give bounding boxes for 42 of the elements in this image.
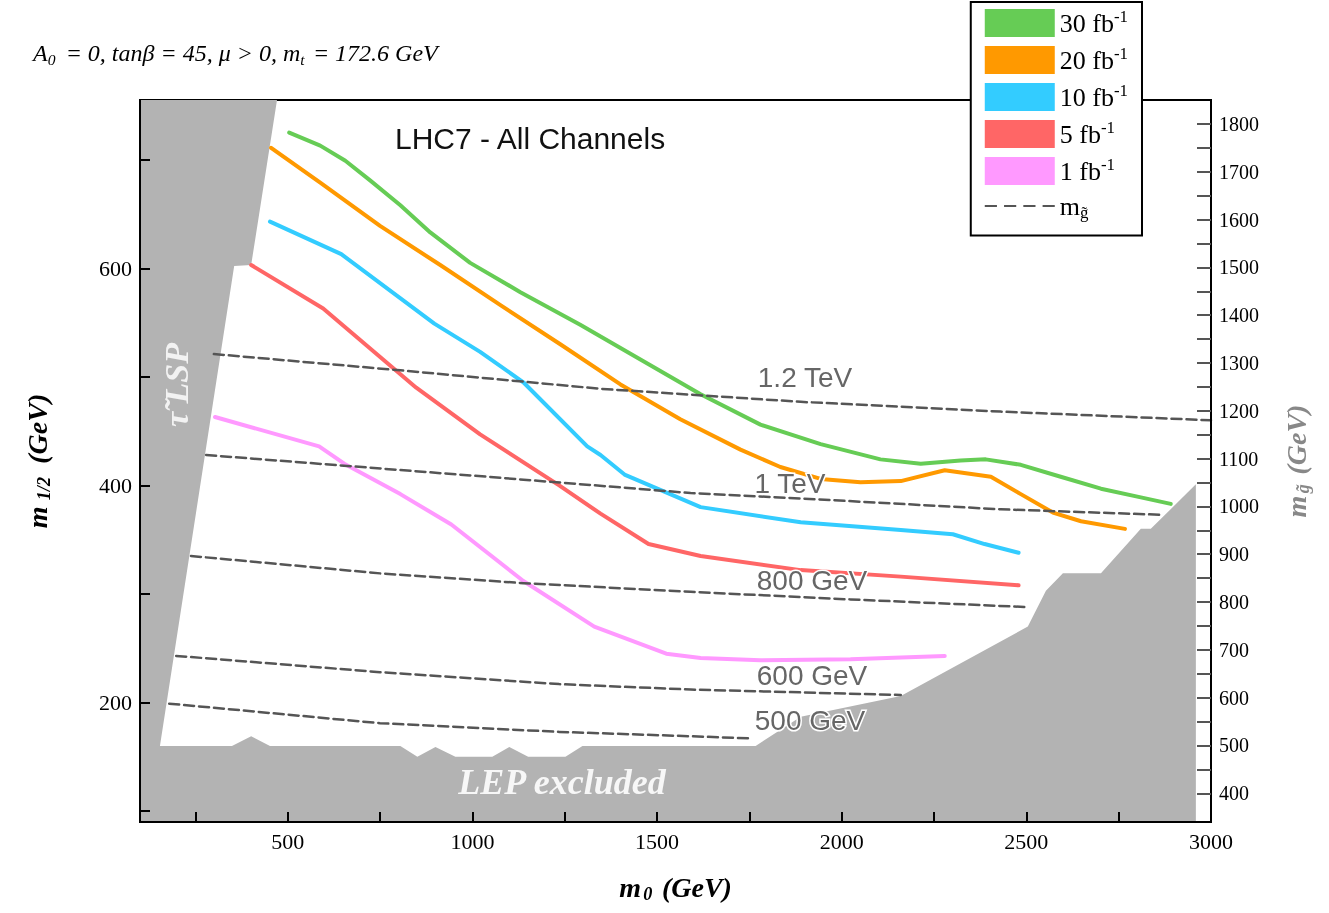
- y2-tick-label: 800: [1219, 591, 1249, 614]
- y2-tick-label: 600: [1219, 686, 1249, 709]
- y-tick-label: 400: [99, 472, 132, 498]
- y2-tick-label: 500: [1219, 734, 1249, 757]
- line-series: [167, 702, 752, 740]
- annotation: 600 GeV: [756, 659, 868, 691]
- x-tick-label: 3000: [1189, 828, 1233, 854]
- y2-tick-label: 1800: [1219, 112, 1259, 135]
- line-series: [249, 263, 1021, 588]
- annotation: 500 GeV: [754, 704, 866, 736]
- y-tick-label: 600: [99, 255, 132, 281]
- annotation: LEP excluded: [457, 762, 667, 802]
- x-tick-label: 500: [271, 828, 305, 854]
- annotation: 1 TeV: [754, 467, 826, 499]
- y2-tick-label: 1200: [1219, 399, 1259, 422]
- y2-tick-label: 700: [1219, 638, 1249, 661]
- line-series: [189, 554, 1027, 609]
- x-tick-label: 2500: [1004, 828, 1049, 854]
- line-series: [268, 219, 1021, 555]
- y-tick-label: 200: [99, 690, 132, 716]
- annotation: 800 GeV: [756, 564, 868, 596]
- x-tick-label: 1000: [450, 828, 495, 854]
- y2-tick-label: 1100: [1219, 447, 1259, 470]
- x-tick-label: 1500: [635, 828, 680, 854]
- line-series: [212, 352, 1213, 422]
- y2-tick-label: 1600: [1219, 208, 1259, 231]
- y2-tick-label: 1000: [1219, 495, 1259, 518]
- line-series: [212, 415, 947, 663]
- y2-axis-title: mg̃ (GeV): [1280, 404, 1313, 518]
- y2-tick-label: 1300: [1219, 351, 1259, 374]
- annotation: 1.2 TeV: [757, 361, 853, 393]
- line-series: [204, 453, 1163, 516]
- line-series: [174, 654, 903, 697]
- x-tick-label: 2000: [819, 828, 864, 854]
- text: LHC7 - All Channels: [395, 121, 666, 155]
- y2-tick-label: 1700: [1219, 160, 1259, 183]
- annotation: τ̃ LSP: [157, 342, 195, 428]
- y-axis-title: m1/2 (GeV): [21, 393, 54, 529]
- y2-tick-label: 400: [1219, 782, 1249, 805]
- y2-tick-label: 1400: [1219, 304, 1259, 327]
- y2-tick-label: 900: [1219, 543, 1249, 566]
- y2-tick-label: 1500: [1219, 256, 1259, 279]
